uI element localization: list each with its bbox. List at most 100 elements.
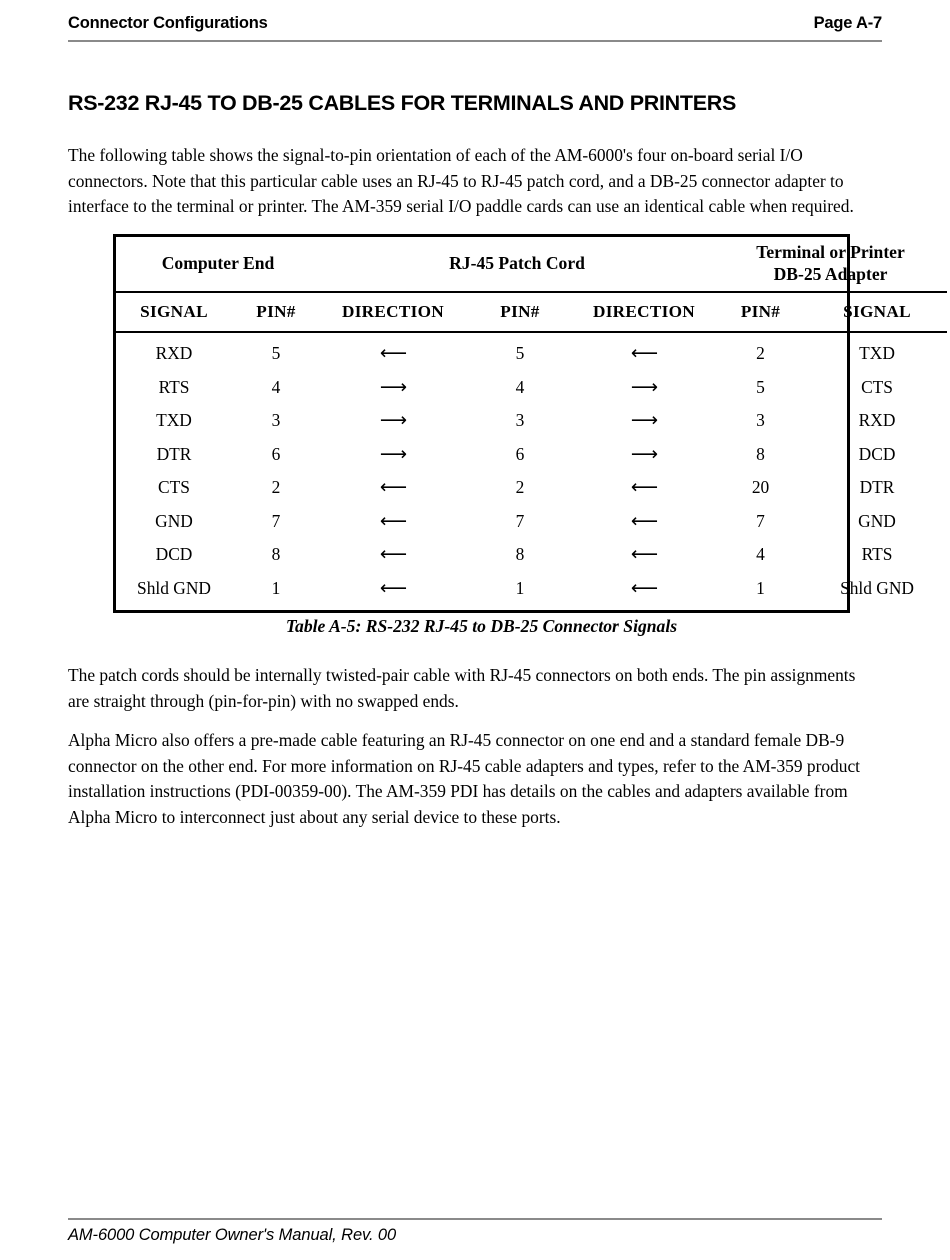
cell-pin-left: 7	[271, 510, 281, 531]
column-header-pin-left: PIN#	[256, 302, 296, 321]
table-row: CTS 2 ⟵ 2 ⟵ 20 DTR	[116, 471, 947, 505]
cell-pin-left: 3	[271, 410, 281, 431]
cell-pin-left: 1	[271, 577, 281, 598]
cell-pin-left: 8	[271, 544, 281, 565]
arrow-left-icon: ⟵	[630, 543, 658, 566]
arrow-left-icon: ⟵	[630, 576, 658, 599]
cell-direction-right: ⟶	[574, 404, 714, 438]
cell-direction-left: ⟶	[320, 404, 466, 438]
group-header-computer-end: Computer End	[161, 253, 275, 273]
cell-signal-right: Shld GND	[840, 577, 914, 598]
cell-pin-left: 6	[271, 443, 281, 464]
running-head-page-number: Page A-7	[813, 14, 883, 32]
cell-pin-right: 20	[751, 477, 770, 498]
cell-pin-middle: 2	[515, 477, 525, 498]
column-header-direction-left: DIRECTION	[341, 302, 445, 321]
cell-pin-right: 5	[756, 376, 765, 397]
column-header-signal-left: SIGNAL	[140, 302, 208, 321]
table-row: Shld GND 1 ⟵ 1 ⟵ 1 Shld GND	[116, 572, 947, 611]
cell-signal-left: DCD	[155, 544, 193, 565]
cell-pin-right: 3	[756, 410, 765, 431]
cell-pin-right: 7	[756, 510, 765, 531]
arrow-left-icon: ⟵	[379, 576, 407, 599]
cell-pin-left: 2	[271, 477, 281, 498]
cell-pin-right: 2	[756, 343, 765, 364]
group-header-db25-adapter: Terminal or Printer DB-25 Adapter	[714, 237, 947, 292]
arrow-left-icon: ⟵	[379, 342, 407, 365]
cell-signal-right: CTS	[861, 376, 893, 397]
table-row: DCD 8 ⟵ 8 ⟵ 4 RTS	[116, 538, 947, 572]
table-column-header-row: SIGNAL PIN# DIRECTION PIN# DIRECTION PIN…	[116, 292, 948, 332]
cell-direction-right: ⟶	[574, 371, 714, 405]
arrow-left-icon: ⟵	[379, 509, 407, 532]
cell-signal-left: Shld GND	[137, 577, 211, 598]
signals-table-container: Computer End RJ-45 Patch Cord Terminal o…	[113, 234, 948, 613]
footer-divider	[68, 1218, 882, 1220]
arrow-left-icon: ⟵	[630, 476, 658, 499]
group-header-db25-line2: DB-25 Adapter	[773, 264, 888, 284]
cell-pin-right: 8	[756, 443, 765, 464]
cell-direction-left: ⟵	[320, 538, 466, 572]
arrow-right-icon: ⟶	[379, 409, 407, 432]
signals-table: Computer End RJ-45 Patch Cord Terminal o…	[116, 237, 948, 610]
column-header-direction-right: DIRECTION	[592, 302, 696, 321]
arrow-right-icon: ⟶	[630, 442, 658, 465]
cell-signal-right: GND	[858, 510, 896, 531]
cell-direction-right: ⟵	[574, 332, 714, 371]
arrow-right-icon: ⟶	[379, 442, 407, 465]
cell-direction-left: ⟵	[320, 505, 466, 539]
table-row: RTS 4 ⟶ 4 ⟶ 5 CTS	[116, 371, 947, 405]
table-group-header-row: Computer End RJ-45 Patch Cord Terminal o…	[116, 237, 947, 292]
cell-pin-left: 5	[271, 343, 281, 364]
table-caption: Table A-5: RS-232 RJ-45 to DB-25 Connect…	[285, 616, 678, 636]
column-header-pin-middle: PIN#	[500, 302, 540, 321]
cell-signal-right: DTR	[859, 477, 895, 498]
table-row: RXD 5 ⟵ 5 ⟵ 2 TXD	[116, 332, 947, 371]
page-title: RS-232 RJ-45 TO DB-25 CABLES FOR TERMINA…	[68, 91, 737, 116]
cell-signal-left: RXD	[155, 343, 193, 364]
arrow-left-icon: ⟵	[379, 476, 407, 499]
cell-pin-middle: 4	[515, 376, 525, 397]
table-body: RXD 5 ⟵ 5 ⟵ 2 TXD RTS 4 ⟶ 4 ⟶ 5 CTS TXD 3 ⟶ 3 ⟶ 3 RXD DTR 6 ⟶ 6 ⟶…	[116, 332, 947, 610]
cell-direction-left: ⟵	[320, 572, 466, 611]
cell-pin-middle: 1	[515, 577, 525, 598]
cell-direction-left: ⟶	[320, 438, 466, 472]
arrow-left-icon: ⟵	[630, 509, 658, 532]
cell-direction-left: ⟵	[320, 332, 466, 371]
header-divider	[68, 40, 882, 42]
cell-signal-left: GND	[155, 510, 193, 531]
cell-direction-right: ⟵	[574, 538, 714, 572]
arrow-right-icon: ⟶	[630, 375, 658, 398]
cell-direction-right: ⟵	[574, 471, 714, 505]
page-running-head: Connector Configurations Page A-7	[68, 14, 882, 33]
cell-direction-right: ⟵	[574, 572, 714, 611]
group-header-db25-line1: Terminal or Printer	[756, 242, 905, 262]
arrow-right-icon: ⟶	[630, 409, 658, 432]
cell-signal-left: RTS	[158, 376, 190, 397]
cell-pin-right: 1	[756, 577, 765, 598]
cell-signal-right: TXD	[859, 343, 895, 364]
page-footer: AM-6000 Computer Owner's Manual, Rev. 00	[68, 1226, 397, 1244]
cell-signal-left: TXD	[156, 410, 192, 431]
cell-pin-middle: 8	[515, 544, 525, 565]
cell-pin-middle: 5	[515, 343, 525, 364]
arrow-left-icon: ⟵	[630, 342, 658, 365]
cell-pin-middle: 6	[515, 443, 525, 464]
cell-signal-right: RXD	[858, 410, 896, 431]
cell-signal-left: CTS	[158, 477, 190, 498]
cell-signal-right: DCD	[858, 443, 896, 464]
cell-direction-left: ⟵	[320, 471, 466, 505]
table-head: Computer End RJ-45 Patch Cord Terminal o…	[116, 237, 948, 332]
arrow-left-icon: ⟵	[379, 543, 407, 566]
alpha-micro-paragraph: Alpha Micro also offers a pre-made cable…	[68, 730, 861, 827]
column-header-signal-right: SIGNAL	[843, 302, 911, 321]
cell-signal-left: DTR	[156, 443, 192, 464]
cell-pin-middle: 3	[515, 410, 525, 431]
cell-direction-right: ⟵	[574, 505, 714, 539]
table-row: DTR 6 ⟶ 6 ⟶ 8 DCD	[116, 438, 947, 472]
patch-cord-paragraph: The patch cords should be internally twi…	[68, 665, 856, 711]
cell-pin-right: 4	[756, 544, 765, 565]
cell-signal-right: RTS	[861, 544, 893, 565]
arrow-right-icon: ⟶	[379, 375, 407, 398]
group-header-patch-cord: RJ-45 Patch Cord	[449, 253, 585, 273]
